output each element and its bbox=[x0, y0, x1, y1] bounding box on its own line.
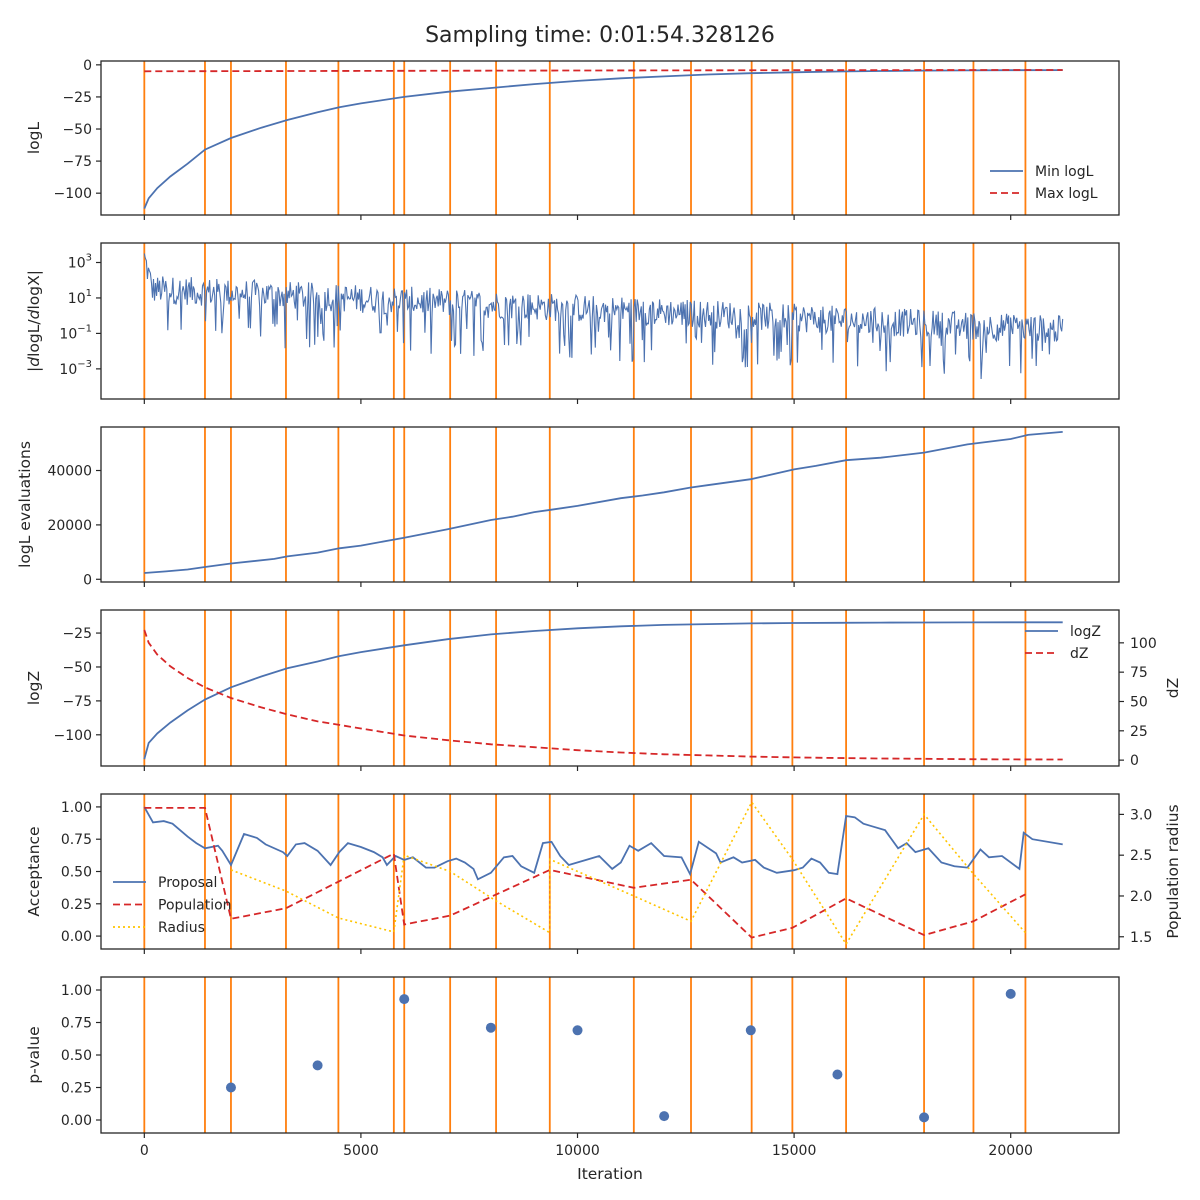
axes-frame bbox=[100, 793, 1120, 950]
series-line-0 bbox=[143, 253, 1064, 380]
axes-frame bbox=[100, 609, 1120, 767]
point-3 bbox=[485, 1022, 496, 1033]
legend-label: Max logL bbox=[1035, 186, 1098, 202]
y-right-axis-label: dZ bbox=[1164, 678, 1182, 698]
panel-2: 103 101 10−1 10−3 |dlogL/dlogX| bbox=[25, 242, 1120, 404]
y-tick-label: 101 bbox=[68, 288, 92, 307]
x-axis-label: Iteration bbox=[577, 1165, 643, 1183]
legend-label: Proposal bbox=[158, 875, 217, 891]
point-5 bbox=[659, 1111, 670, 1122]
y-right-tick-label: 3.0 bbox=[1130, 807, 1152, 823]
x-tick-label: 0 bbox=[140, 1143, 149, 1159]
y-right-axis-label: Population radius bbox=[1164, 804, 1182, 938]
y-axis-label: Acceptance bbox=[25, 826, 43, 916]
plot-area bbox=[143, 977, 1027, 1133]
y-tick-label: 0.00 bbox=[61, 1113, 92, 1129]
series-population bbox=[144, 807, 1026, 939]
y-tick-label: 1.00 bbox=[61, 983, 92, 999]
y-right-tick-label: 25 bbox=[1130, 724, 1148, 740]
y-right-tick-label: 100 bbox=[1130, 636, 1157, 652]
y-right-tick-label: 75 bbox=[1130, 665, 1148, 681]
panels: 0 −25 −50 −75 −100 logL Min logL Max logL 103 101… bbox=[16, 58, 1182, 1159]
y-right-tick-label: 1.5 bbox=[1130, 930, 1152, 946]
point-7 bbox=[832, 1069, 843, 1080]
panel-5: 0.00 0.25 0.50 0.75 1.00 1.5 2.0 2.5 3.0 Acceptan… bbox=[25, 793, 1182, 954]
y-tick-label: −25 bbox=[62, 90, 92, 106]
legend: Proposal Population Radius bbox=[113, 875, 232, 936]
y-tick-label: −50 bbox=[62, 660, 92, 676]
series-proposal bbox=[143, 806, 1063, 881]
y-tick-label: 0.25 bbox=[61, 1081, 92, 1097]
legend-label: logZ bbox=[1070, 624, 1101, 640]
y-tick-label: 103 bbox=[68, 253, 92, 272]
y-tick-label: −75 bbox=[62, 694, 92, 710]
y-axis-label: logL bbox=[25, 122, 43, 155]
series-radius bbox=[230, 800, 1026, 946]
y-tick-label: −50 bbox=[62, 122, 92, 138]
y-tick-label: 40000 bbox=[47, 464, 92, 480]
plot-area bbox=[143, 610, 1063, 766]
y-tick-label: 0.25 bbox=[61, 897, 92, 913]
series-line-0 bbox=[144, 431, 1063, 574]
panel-4: −25 −50 −75 −100 0 25 50 75 100 logZ dZ logZ dZ bbox=[25, 609, 1182, 771]
point-8 bbox=[919, 1112, 930, 1123]
series-dz bbox=[143, 629, 1063, 761]
axes-frame bbox=[100, 426, 1120, 583]
y-tick-label: 0 bbox=[83, 572, 92, 588]
y-tick-label: 0.50 bbox=[61, 865, 92, 881]
x-tick-label: 20000 bbox=[988, 1143, 1033, 1159]
y-tick-label: 10−1 bbox=[59, 323, 92, 342]
y-tick-label: −25 bbox=[62, 626, 92, 642]
x-tick-label: 5000 bbox=[343, 1143, 379, 1159]
point-1 bbox=[312, 1060, 323, 1071]
x-tick-label: 15000 bbox=[772, 1143, 817, 1159]
y-axis-label: logZ bbox=[25, 671, 43, 705]
panel-1: 0 −25 −50 −75 −100 logL Min logL Max logL bbox=[25, 58, 1120, 220]
panel-3: 0 20000 40000 logL evaluations bbox=[16, 426, 1120, 588]
y-tick-label: 0.50 bbox=[61, 1048, 92, 1064]
y-tick-label: −100 bbox=[54, 186, 92, 202]
y-right-tick-label: 2.5 bbox=[1130, 848, 1152, 864]
point-2 bbox=[399, 994, 410, 1005]
panel-6: 0 5000 10000 15000 20000 0.00 0.25 0.50 0.75 1.00… bbox=[25, 976, 1120, 1159]
legend-label: Min logL bbox=[1035, 164, 1094, 180]
point-4 bbox=[572, 1025, 583, 1036]
y-tick-label: 0.75 bbox=[61, 1016, 92, 1032]
y-tick-label: 0 bbox=[83, 58, 92, 74]
y-axis-label: logL evaluations bbox=[16, 441, 34, 568]
y-axis-label: p-value bbox=[25, 1026, 43, 1083]
series-max-logl bbox=[144, 69, 1063, 73]
y-axis-label: |dlogL/dlogX| bbox=[25, 270, 43, 372]
y-tick-label: 0.00 bbox=[61, 929, 92, 945]
y-right-tick-label: 50 bbox=[1130, 694, 1148, 710]
axes-frame bbox=[100, 242, 1120, 400]
legend-label: dZ bbox=[1070, 646, 1088, 662]
y-tick-label: −100 bbox=[54, 728, 92, 744]
plot-area bbox=[143, 61, 1063, 215]
plot-area bbox=[143, 243, 1064, 399]
y-tick-label: 20000 bbox=[47, 518, 92, 534]
legend-label: Radius bbox=[158, 920, 205, 936]
legend: Min logL Max logL bbox=[990, 164, 1098, 202]
plot-area bbox=[143, 427, 1063, 582]
y-right-tick-label: 2.0 bbox=[1130, 889, 1152, 905]
y-tick-label: 1.00 bbox=[61, 800, 92, 816]
series-min-logl bbox=[143, 69, 1063, 209]
legend-label: Population bbox=[158, 898, 232, 914]
y-right-tick-label: 0 bbox=[1130, 753, 1139, 769]
axes-frame bbox=[100, 976, 1120, 1134]
y-tick-label: 0.75 bbox=[61, 832, 92, 848]
y-tick-label: 10−3 bbox=[59, 359, 92, 378]
x-tick-label: 10000 bbox=[555, 1143, 600, 1159]
point-9 bbox=[1005, 988, 1016, 999]
point-0 bbox=[225, 1082, 236, 1093]
y-tick-label: −75 bbox=[62, 154, 92, 170]
plot-area bbox=[143, 794, 1063, 949]
series-logz bbox=[143, 621, 1063, 760]
figure-title: Sampling time: 0:01:54.328126 bbox=[425, 23, 775, 48]
legend: logZ dZ bbox=[1025, 624, 1101, 662]
point-6 bbox=[745, 1025, 756, 1036]
axes-frame bbox=[100, 60, 1120, 216]
